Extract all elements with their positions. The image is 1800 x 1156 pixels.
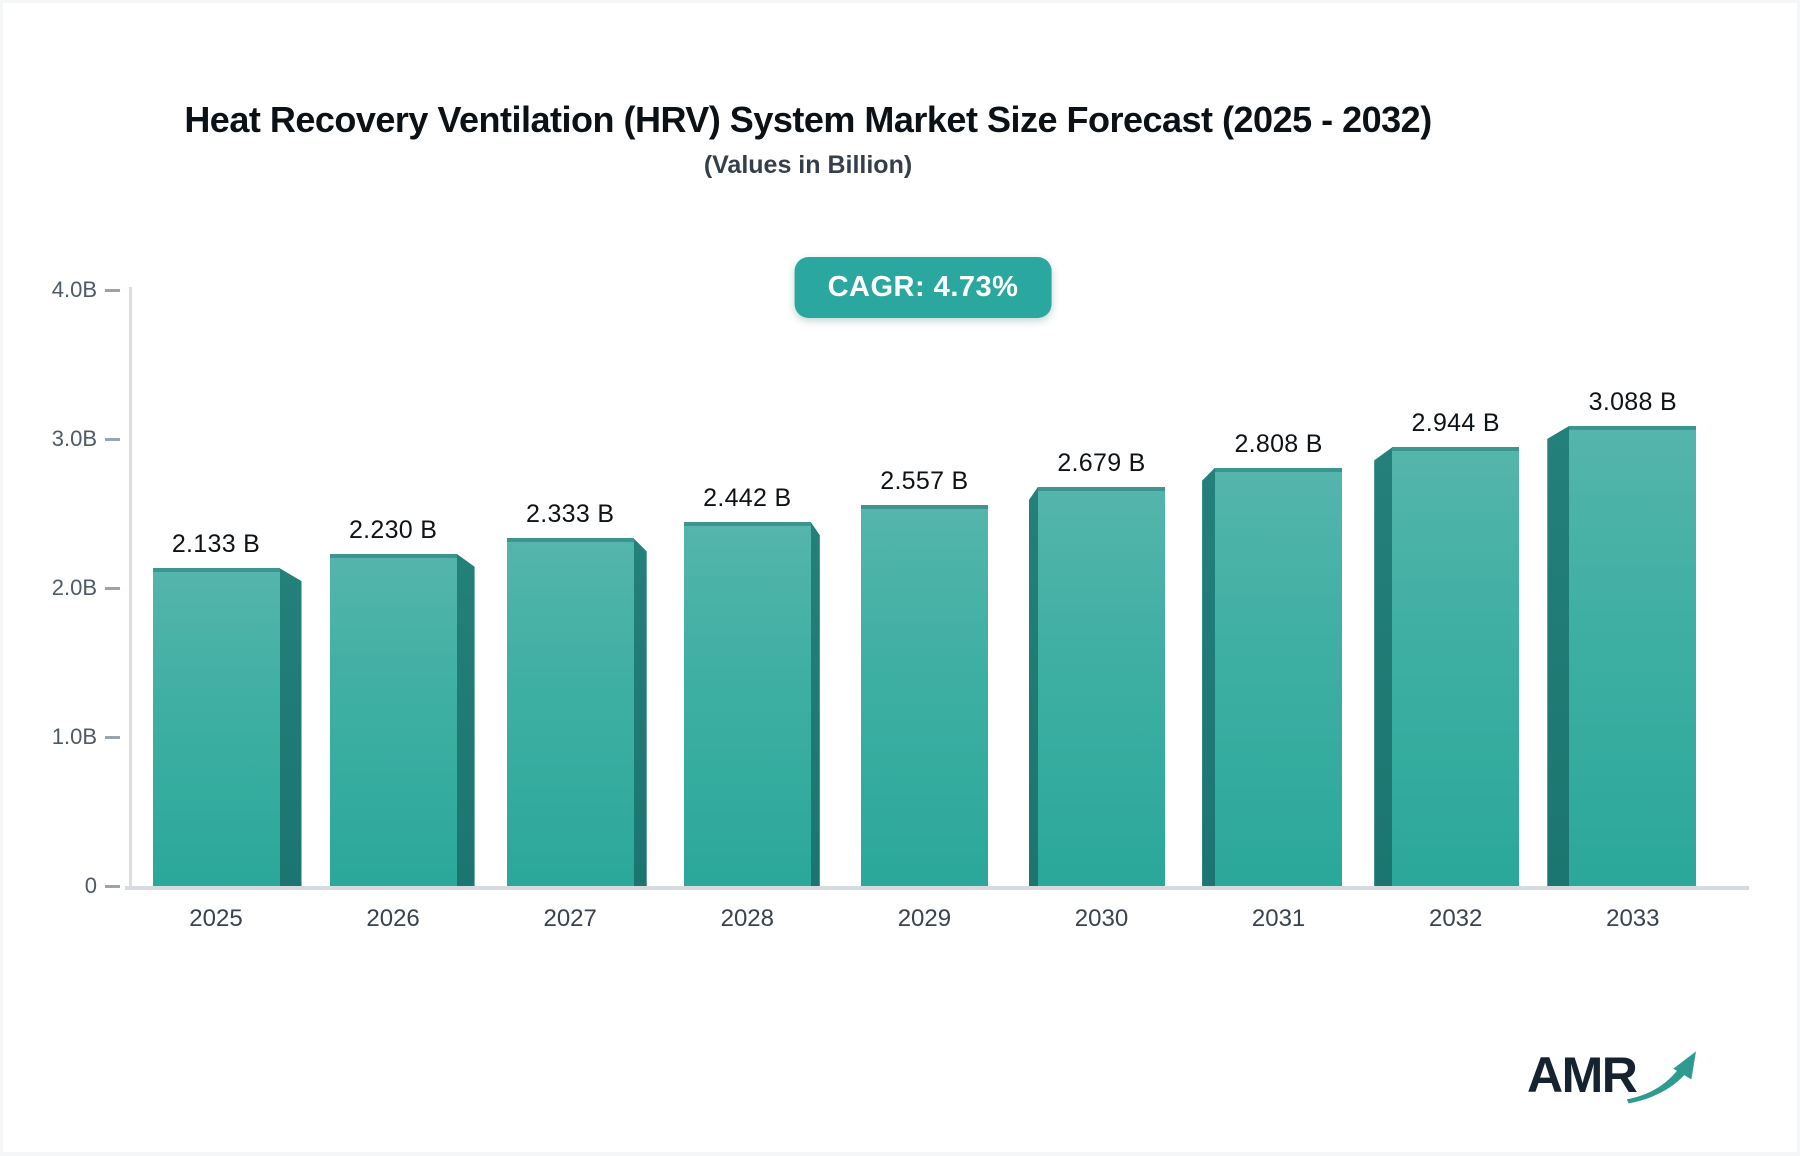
x-axis-category-label: 2028: [720, 905, 774, 932]
x-axis-category-label: 2027: [543, 905, 597, 932]
bar-value-label: 2.944 B: [1411, 409, 1500, 438]
bar-2033: [1569, 425, 1697, 886]
bar-3d-side: [279, 568, 302, 886]
bar-2030: [1038, 486, 1165, 886]
bar-value-label: 2.333 B: [526, 500, 615, 529]
bar-2028: [683, 522, 811, 886]
x-axis-category-label: 2031: [1251, 905, 1306, 932]
bar-3d-side: [1374, 447, 1393, 886]
bar-2029: [860, 505, 988, 886]
y-axis-tick-label: 2.0B: [51, 575, 97, 600]
trend-up-arrow-icon: [1627, 1051, 1697, 1104]
bar-value-label: 2.808 B: [1234, 429, 1323, 458]
bar-value-label: 2.442 B: [703, 484, 792, 513]
chart-subtitle: (Values in Billion): [703, 151, 913, 179]
y-axis-tick-label: 4.0B: [51, 277, 97, 302]
chart-card: Heat Recovery Ventilation (HRV) System M…: [3, 3, 1797, 1152]
x-axis-category-label: 2030: [1074, 905, 1129, 932]
bar-chart-plot-area: 0 1.0B 2.0B 3.0B 4.0B 2.133 B 2025 2.230 B 2026 2…: [3, 3, 1797, 1152]
cagr-badge: CAGR: 4.73%: [794, 257, 1052, 318]
bar-value-label: 2.133 B: [171, 530, 261, 559]
y-axis-tick-label: 1.0B: [51, 724, 97, 749]
y-axis-tick-label: 3.0B: [51, 426, 97, 451]
bar-value-label: 2.230 B: [348, 515, 438, 544]
bar-3d-side: [1202, 467, 1216, 886]
bar-value-label: 2.679 B: [1057, 448, 1146, 477]
x-axis-category-label: 2029: [897, 905, 952, 932]
bar-3d-side: [633, 538, 647, 886]
bar-2027: [506, 538, 634, 886]
bar-2025: [152, 568, 280, 886]
bar-2032: [1392, 447, 1520, 886]
bar-3d-side: [1029, 486, 1038, 886]
bar-3d-side: [810, 522, 820, 886]
x-axis-category-label: 2032: [1428, 905, 1483, 932]
y-axis-line: [129, 287, 132, 889]
chart-title: Heat Recovery Ventilation (HRV) System M…: [184, 99, 1432, 140]
x-axis-baseline: [125, 886, 1749, 890]
bar-value-label: 2.557 B: [880, 467, 969, 495]
bar-3d-side: [456, 553, 475, 886]
x-axis-category-label: 2026: [366, 905, 420, 932]
x-axis-category-label: 2033: [1606, 905, 1660, 932]
amr-logo: AMR: [1527, 1033, 1747, 1117]
amr-logo-text: AMR: [1527, 1047, 1638, 1103]
x-axis-category-label: 2025: [189, 905, 243, 932]
bar-value-label: 3.088 B: [1588, 387, 1677, 416]
y-axis-tick-mark: [105, 289, 120, 292]
y-axis-tick-mark: [105, 736, 120, 739]
bar-2026: [329, 553, 457, 886]
bar-3d-side: [1547, 425, 1570, 886]
y-axis-tick-mark: [105, 587, 120, 590]
y-axis-tick-mark: [105, 885, 120, 888]
y-axis-tick-label: 0: [84, 873, 97, 898]
y-axis-tick-mark: [105, 438, 120, 441]
bar-2031: [1215, 467, 1343, 886]
